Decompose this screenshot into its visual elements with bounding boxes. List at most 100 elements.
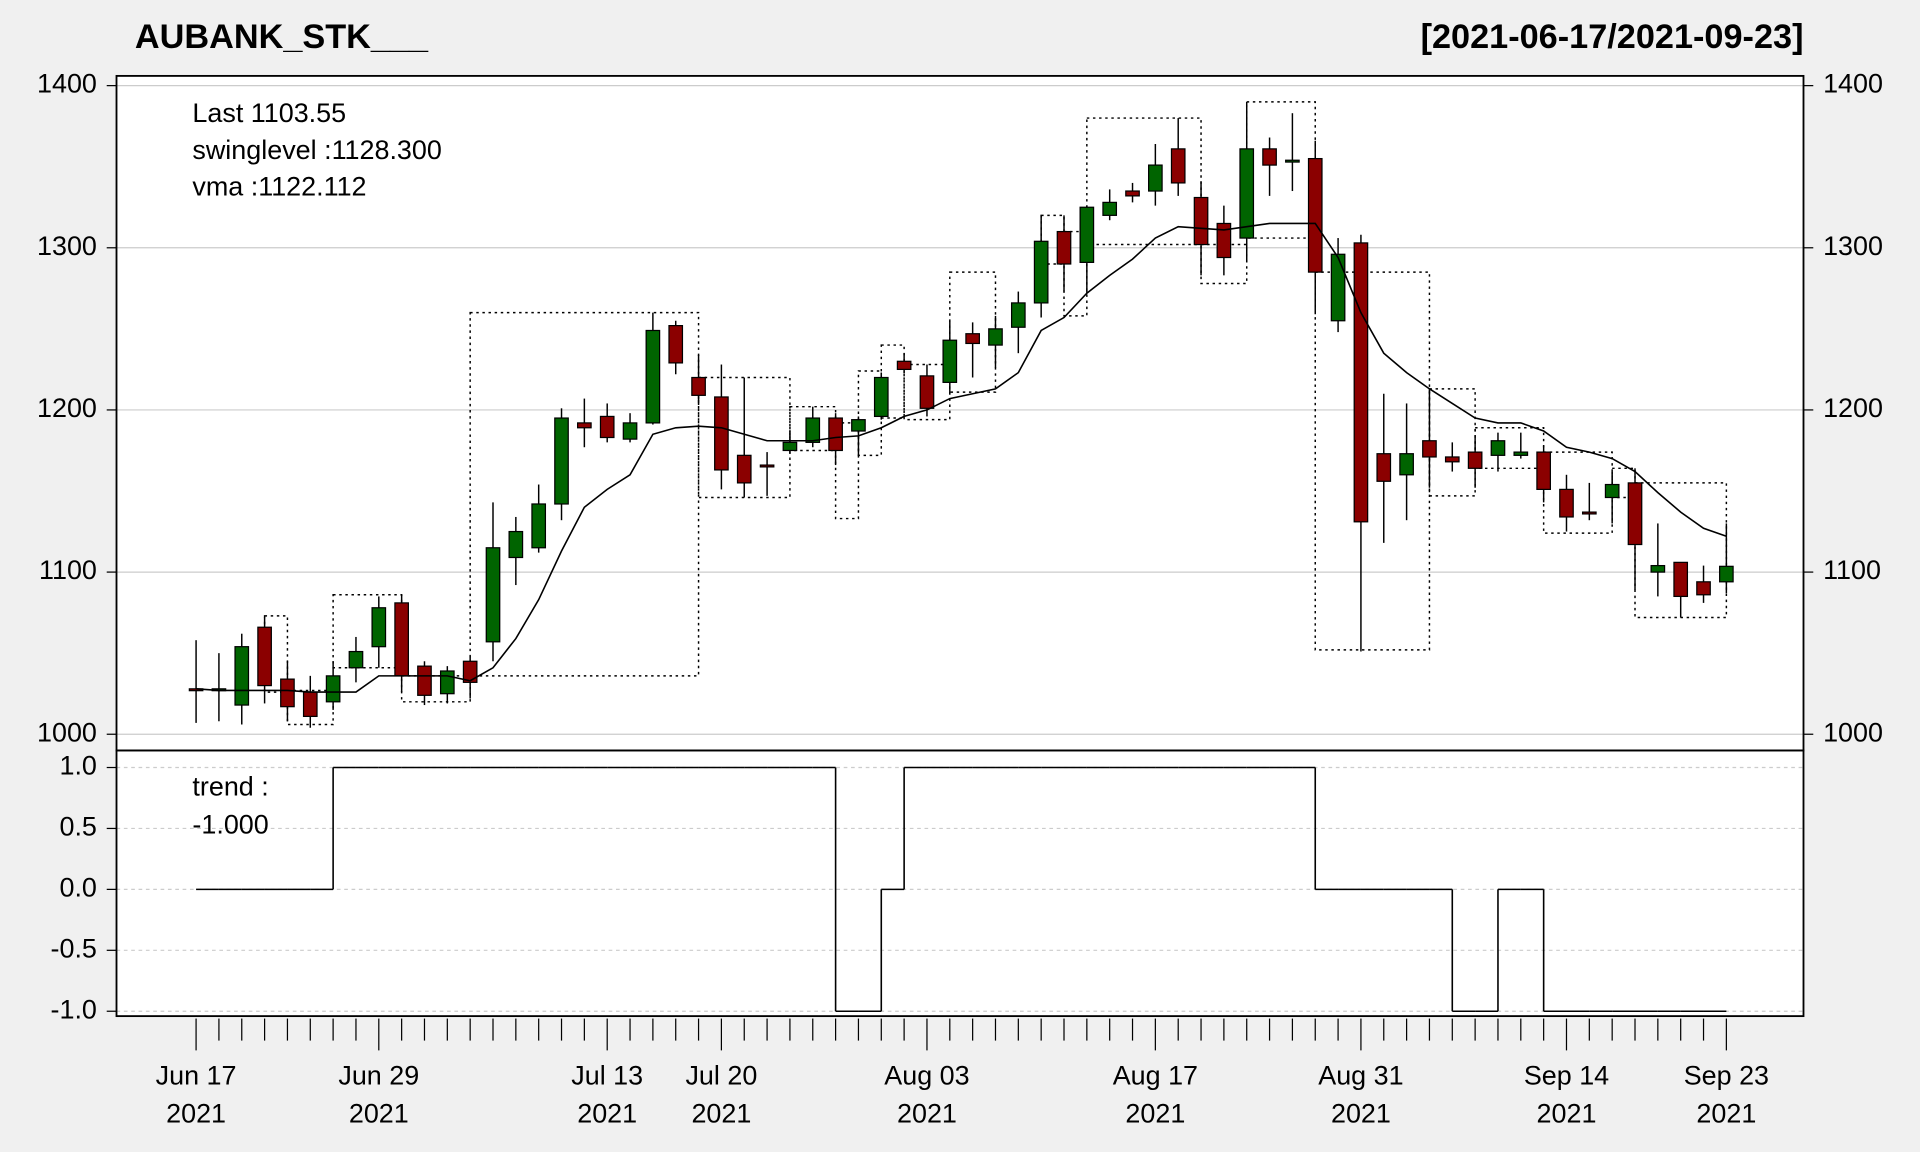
candle-body — [1102, 201, 1118, 216]
candle-body — [1125, 190, 1140, 197]
candle-body — [759, 464, 775, 468]
candle-body — [1330, 253, 1346, 322]
vma-line — [196, 222, 1727, 693]
x-tick-label: 2021 — [1125, 1098, 1185, 1128]
candle-body — [851, 419, 866, 432]
y-tick-label: 0.5 — [59, 812, 96, 842]
candle-body — [1285, 159, 1300, 163]
candle-body — [599, 415, 615, 439]
y2-tick-label: 1200 — [1823, 393, 1883, 423]
candle-body — [302, 691, 318, 718]
candle-body — [965, 333, 980, 345]
candle-body — [1399, 453, 1414, 476]
x-tick-label: 2021 — [349, 1098, 409, 1128]
x-tick-label: Aug 03 — [884, 1060, 969, 1090]
candle-body — [462, 660, 478, 683]
candle-body — [622, 422, 638, 440]
candle-body — [394, 602, 409, 677]
candle-body — [668, 325, 684, 364]
panel-frame — [115, 749, 1805, 1018]
y-tick-label: 1200 — [37, 393, 97, 423]
legend-text: Last 1103.55 — [192, 98, 346, 128]
x-tick-label: 2021 — [691, 1098, 751, 1128]
x-tick-label: 2021 — [577, 1098, 637, 1128]
y-tick-label: 0.0 — [59, 872, 96, 902]
y-tick-label: 1000 — [37, 717, 97, 747]
legend-text: -1.000 — [192, 809, 268, 839]
candle-body — [485, 547, 501, 643]
candle-body — [1444, 456, 1460, 463]
swing-box — [834, 422, 860, 520]
swing-box — [903, 363, 951, 421]
candle-body — [1216, 222, 1232, 259]
candle-body — [1696, 581, 1711, 596]
y2-tick-label: 1400 — [1823, 69, 1883, 99]
candle-body — [1513, 451, 1529, 456]
candle-body — [348, 650, 364, 669]
y2-tick-label: 1100 — [1823, 555, 1881, 585]
candle-body — [691, 376, 706, 396]
candle-body — [1490, 440, 1506, 456]
candle-body — [805, 417, 821, 443]
y2-tick-label: 1000 — [1823, 717, 1883, 747]
x-tick-label: 2021 — [1331, 1098, 1391, 1128]
x-tick-label: 2021 — [897, 1098, 957, 1128]
candle-body — [280, 678, 295, 708]
candle-body — [828, 417, 843, 452]
candle-body — [873, 376, 889, 418]
candle-body — [371, 607, 387, 648]
x-tick-label: Aug 17 — [1113, 1060, 1198, 1090]
candle-body — [714, 396, 729, 471]
x-tick-label: Jul 20 — [685, 1060, 757, 1090]
swing-box — [469, 311, 700, 677]
candle-body — [919, 375, 935, 409]
chart-title: AUBANK_STK___ — [135, 18, 429, 56]
candle-body — [942, 339, 958, 383]
candle-body — [257, 626, 272, 687]
candle-body — [988, 328, 1003, 346]
plot-background — [116, 75, 1804, 1017]
candle-body — [1079, 206, 1095, 263]
candle-body — [439, 670, 455, 695]
x-tick-label: Sep 14 — [1524, 1060, 1609, 1090]
candle-body — [234, 646, 250, 706]
swing-box — [1314, 271, 1431, 651]
candle-body — [1262, 148, 1277, 166]
legend-text: trend : — [192, 772, 268, 802]
candle-body — [508, 530, 524, 559]
x-tick-label: Jun 17 — [156, 1060, 237, 1090]
candle-body — [1033, 240, 1049, 304]
candle-body — [1422, 440, 1437, 458]
y-tick-label: 1400 — [37, 69, 97, 99]
candle-body — [325, 675, 341, 703]
x-tick-label: Jul 13 — [571, 1060, 643, 1090]
candle-body — [1719, 565, 1734, 583]
candle-body — [1559, 488, 1574, 518]
candle-body — [1650, 564, 1666, 573]
swing-box — [1086, 117, 1202, 246]
date-range: [2021-06-17/2021-09-23] — [1421, 18, 1804, 56]
candle-body — [896, 360, 912, 371]
legend-text: swinglevel :1128.300 — [192, 135, 441, 165]
x-tick-label: 2021 — [166, 1098, 226, 1128]
candle-body — [1467, 451, 1483, 469]
candle-body — [1056, 230, 1072, 265]
swing-box — [697, 376, 791, 499]
candle-body — [1536, 451, 1551, 491]
y-tick-label: -1.0 — [51, 994, 97, 1024]
y-tick-label: 1.0 — [59, 751, 96, 781]
legend-text: vma :1122.112 — [192, 172, 366, 202]
candle-body — [1148, 164, 1163, 192]
candle-body — [782, 441, 798, 452]
candle-body — [1193, 196, 1209, 246]
candle-body — [1010, 302, 1026, 328]
candle-body — [1353, 242, 1369, 523]
x-tick-label: Aug 31 — [1318, 1060, 1403, 1090]
candle-body — [1376, 453, 1392, 482]
x-tick-label: Jun 29 — [338, 1060, 419, 1090]
candle-body — [531, 503, 547, 549]
x-tick-label: Sep 23 — [1684, 1060, 1769, 1090]
candle-body — [1307, 157, 1323, 273]
